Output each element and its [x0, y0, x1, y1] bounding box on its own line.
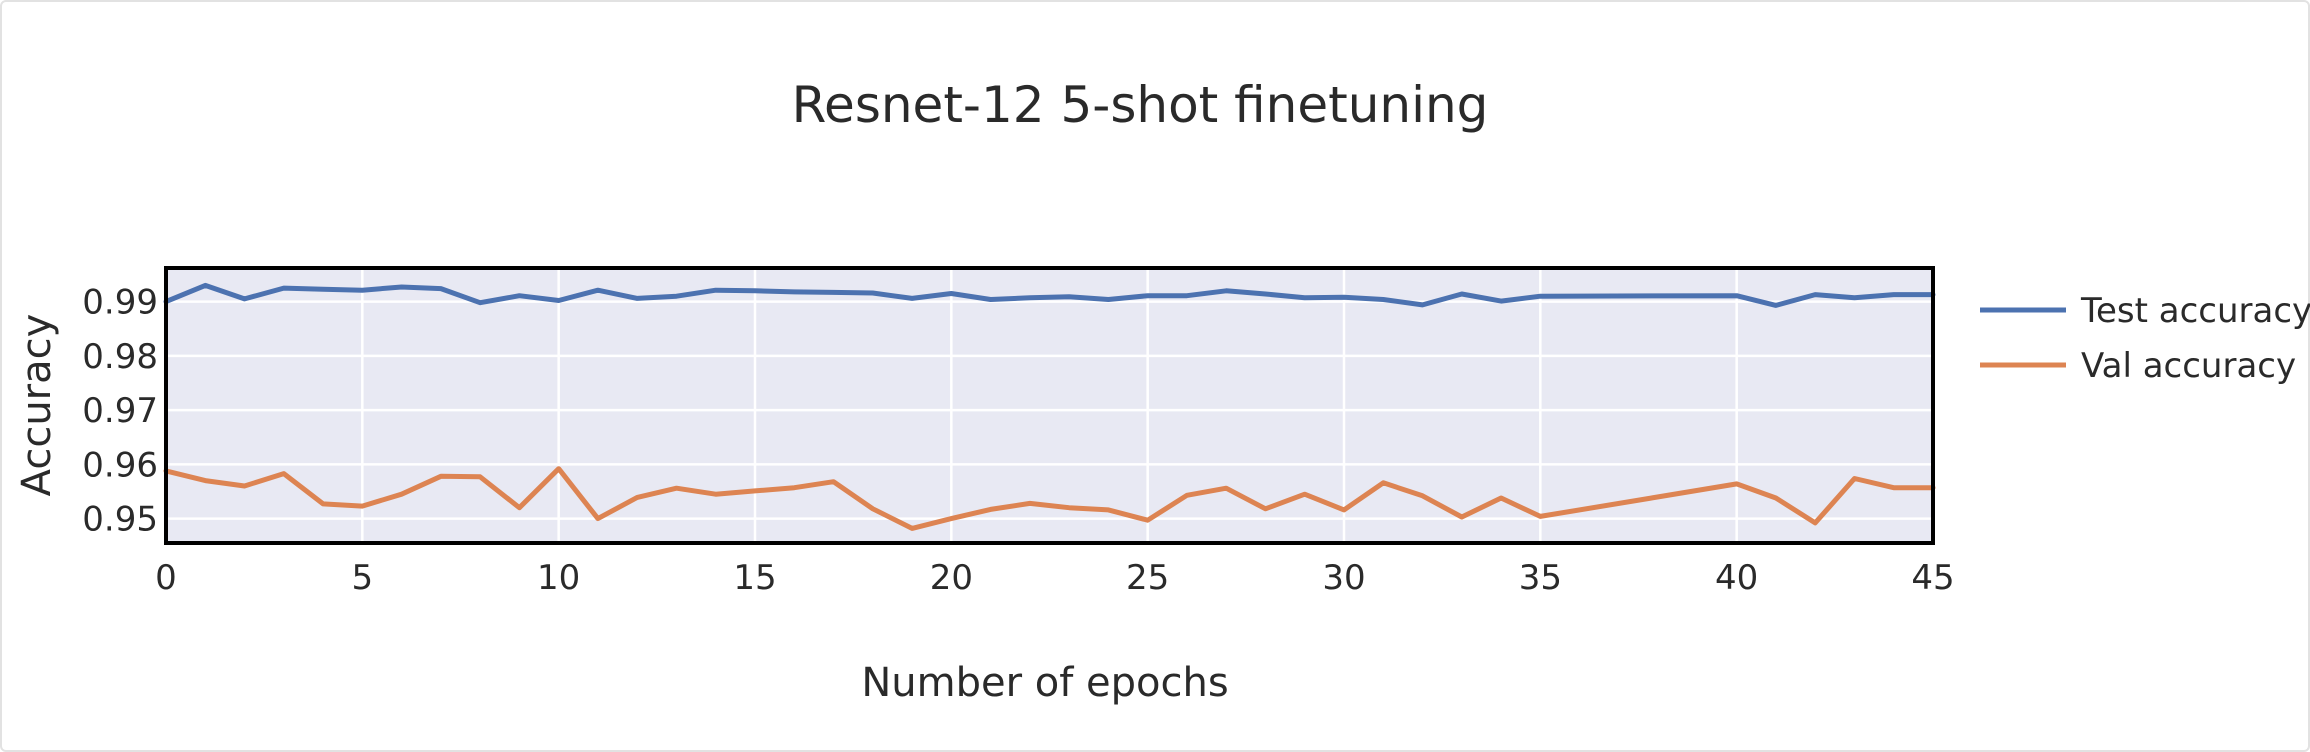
- series-lines: [163, 282, 1936, 531]
- plot-area: [166, 268, 1933, 543]
- x-tick-label: 10: [537, 558, 580, 598]
- series-line: [163, 282, 1936, 308]
- y-tick-label: 0.95: [82, 500, 158, 540]
- x-axis-ticks: 0 5 10 15 20 25 30 35 40 45: [155, 558, 1954, 598]
- x-tick-label: 30: [1322, 558, 1365, 598]
- x-axis-title: Number of epochs: [861, 660, 1228, 706]
- y-tick-label: 0.96: [82, 445, 158, 485]
- x-tick-label: 35: [1519, 558, 1562, 598]
- y-axis-ticks: 0.95 0.96 0.97 0.98 0.99: [82, 283, 158, 540]
- x-tick-label: 5: [352, 558, 374, 598]
- x-tick-label: 20: [930, 558, 973, 598]
- legend-label: Val accuracy: [2081, 346, 2296, 386]
- y-tick-label: 0.97: [82, 391, 158, 431]
- series-line: [163, 466, 1936, 531]
- x-tick-label: 0: [155, 558, 177, 598]
- legend-label: Test accuracy: [2080, 291, 2310, 331]
- legend: Test accuracy Val accuracy: [1980, 291, 2310, 386]
- x-tick-label: 25: [1126, 558, 1169, 598]
- chart-title: Resnet-12 5-shot finetuning: [792, 76, 1489, 134]
- y-tick-label: 0.98: [82, 337, 158, 377]
- y-axis-title: Accuracy: [14, 314, 60, 497]
- plot-border: [164, 266, 1935, 545]
- x-tick-label: 45: [1911, 558, 1954, 598]
- x-tick-label: 40: [1715, 558, 1758, 598]
- x-tick-label: 15: [733, 558, 776, 598]
- y-tick-label: 0.99: [82, 283, 158, 323]
